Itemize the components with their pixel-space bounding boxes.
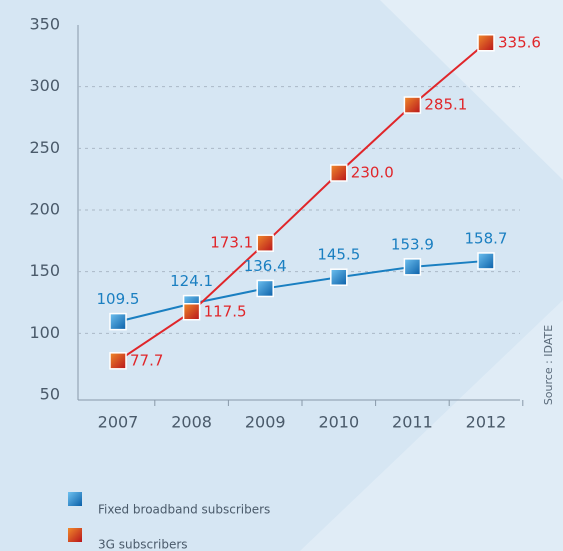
x-tick-label: 2012 (466, 413, 507, 432)
data-point (477, 34, 495, 52)
data-point (109, 352, 127, 370)
series-line (117, 41, 487, 362)
data-point (330, 164, 348, 182)
x-tick-label: 2008 (171, 413, 212, 432)
data-point (330, 268, 348, 286)
background-stripe (380, 0, 563, 180)
y-tick-label: 300 (29, 76, 60, 95)
data-label: 335.6 (498, 33, 541, 51)
y-tick-label: 250 (29, 138, 60, 157)
x-tick-label: 2009 (245, 413, 286, 432)
y-tick-label: 350 (29, 15, 60, 34)
x-tick-label: 2010 (318, 413, 359, 432)
x-tick-label: 2007 (98, 413, 139, 432)
data-point (256, 279, 274, 298)
data-label: 158.7 (465, 229, 508, 247)
data-label: 117.5 (204, 302, 247, 320)
x-tick-label: 2011 (392, 413, 433, 432)
data-label: 285.1 (424, 96, 467, 114)
data-label: 153.9 (391, 235, 434, 253)
data-label: 230.0 (351, 164, 394, 182)
legend-swatch (68, 528, 82, 542)
y-tick-label: 100 (29, 323, 60, 342)
data-label: 145.5 (317, 246, 360, 264)
series-line (117, 259, 487, 323)
background-stripe (300, 300, 563, 551)
data-label: 124.1 (170, 272, 213, 290)
y-tick-label: 50 (40, 385, 60, 404)
legend-label: Fixed broadband subscribers (98, 503, 270, 517)
data-point (109, 312, 127, 331)
data-point (182, 303, 201, 321)
legend-swatch (68, 492, 82, 506)
data-label: 77.7 (130, 351, 163, 369)
data-label: 136.4 (244, 257, 287, 275)
data-label: 109.5 (97, 290, 140, 308)
source-note: Source : IDATE (542, 325, 555, 405)
y-tick-label: 150 (29, 261, 60, 280)
data-point (256, 234, 274, 252)
y-tick-label: 200 (29, 200, 60, 219)
data-point (403, 96, 422, 114)
legend-label: 3G subscribers (98, 538, 188, 551)
data-point (403, 258, 422, 276)
data-label: 173.1 (210, 234, 253, 252)
data-point (477, 252, 495, 270)
